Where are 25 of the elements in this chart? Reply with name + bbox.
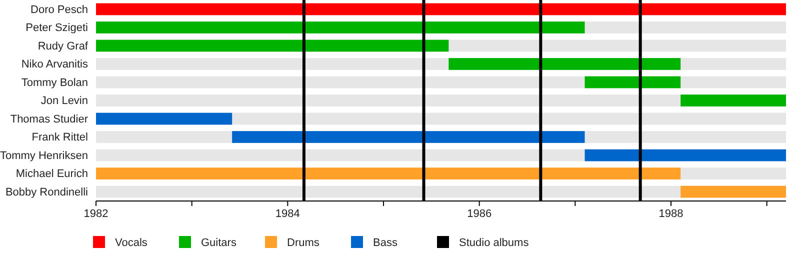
legend-label: Bass [373,237,398,249]
y-tick-label: Niko Arvanitis [21,58,88,71]
x-tick-label: 1982 [84,208,108,220]
x-tick-label: 1988 [658,208,684,220]
bar [680,94,786,106]
x-tick-label: 1986 [467,208,492,220]
y-tick-label: Tommy Henriksen [0,150,88,162]
bar [584,149,786,162]
legend-label: Drums [287,237,320,249]
y-tick-label: Rudy Graf [38,40,89,52]
bar [96,112,232,125]
y-tick-label: Peter Szigeti [26,22,88,34]
legend-label: Guitars [201,237,237,249]
y-tick-label: Bobby Rondinelli [5,186,88,198]
legend-label: Studio albums [459,237,530,249]
y-tick-label: Thomas Studier [10,113,88,126]
y-tick-label: Frank Rittel [32,132,88,144]
legend-label: Vocals [115,237,148,249]
bar [584,76,681,88]
y-tick-label: Jon Levin [40,95,88,108]
y-tick-label: Michael Eurich [16,168,88,180]
x-tick-label: 1984 [275,208,300,220]
y-tick-label: Tommy Bolan [21,76,88,89]
y-tick-label: Doro Pesch [30,4,88,16]
bar [680,186,786,198]
